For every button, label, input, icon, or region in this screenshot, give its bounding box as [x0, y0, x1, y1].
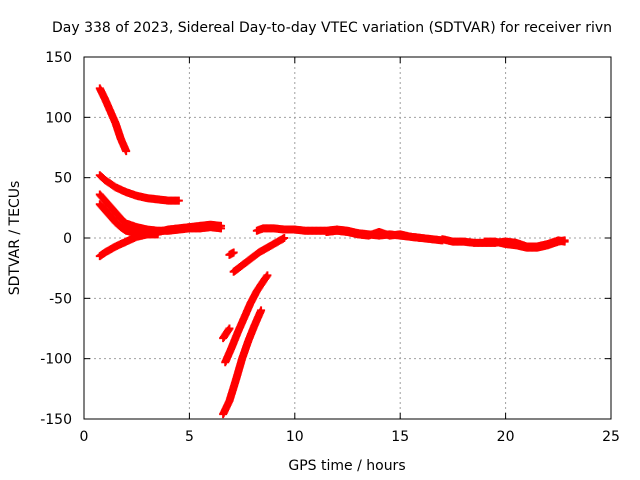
- y-tick-label: 150: [45, 50, 72, 66]
- series-arc-5: [95, 220, 226, 261]
- y-tick-label: 100: [45, 110, 72, 126]
- y-axis-label: SDTVAR / TECUs: [7, 181, 23, 296]
- series-arc-6: [219, 306, 266, 419]
- y-tick-label: 0: [63, 231, 72, 247]
- x-tick-label: 10: [286, 429, 304, 445]
- x-tick-label: 25: [602, 429, 620, 445]
- data-point: [560, 236, 569, 245]
- y-tick-label: -150: [40, 412, 72, 428]
- data-point: [257, 306, 266, 315]
- data-point: [174, 196, 183, 205]
- y-tick-label: 50: [54, 171, 72, 187]
- data-point: [263, 271, 272, 280]
- series-arc-8: [219, 324, 234, 343]
- plot-frame: [83, 56, 612, 420]
- x-tick-label: 20: [497, 429, 515, 445]
- series-arc-2: [95, 171, 183, 205]
- series-arc-4: [95, 200, 162, 239]
- data-point: [280, 234, 289, 242]
- series-arc-12: [322, 226, 426, 242]
- series-arc-9: [225, 248, 238, 259]
- chart-title: Day 338 of 2023, Sidereal Day-to-day VTE…: [52, 20, 612, 36]
- x-tick-label: 5: [185, 429, 194, 445]
- series-arc-14: [480, 236, 569, 252]
- x-axis-label: GPS time / hours: [288, 458, 405, 474]
- series-arc-7: [221, 271, 272, 367]
- axis-ticks: 0 5 10 15 20 25 150 100 50 0 -50 -100 -150: [40, 50, 620, 445]
- x-tick-label: 0: [80, 429, 89, 445]
- x-tick-label: 15: [391, 429, 409, 445]
- data-point: [217, 221, 226, 230]
- series-arc-10: [229, 234, 289, 276]
- data-point: [122, 147, 131, 156]
- data-points: [95, 84, 569, 419]
- y-tick-label: -50: [49, 291, 72, 307]
- data-point: [417, 234, 426, 242]
- y-tick-label: -100: [40, 352, 72, 368]
- grid: [84, 57, 611, 419]
- series-arc-1: [95, 84, 131, 156]
- data-point: [229, 248, 238, 257]
- data-point: [225, 324, 234, 333]
